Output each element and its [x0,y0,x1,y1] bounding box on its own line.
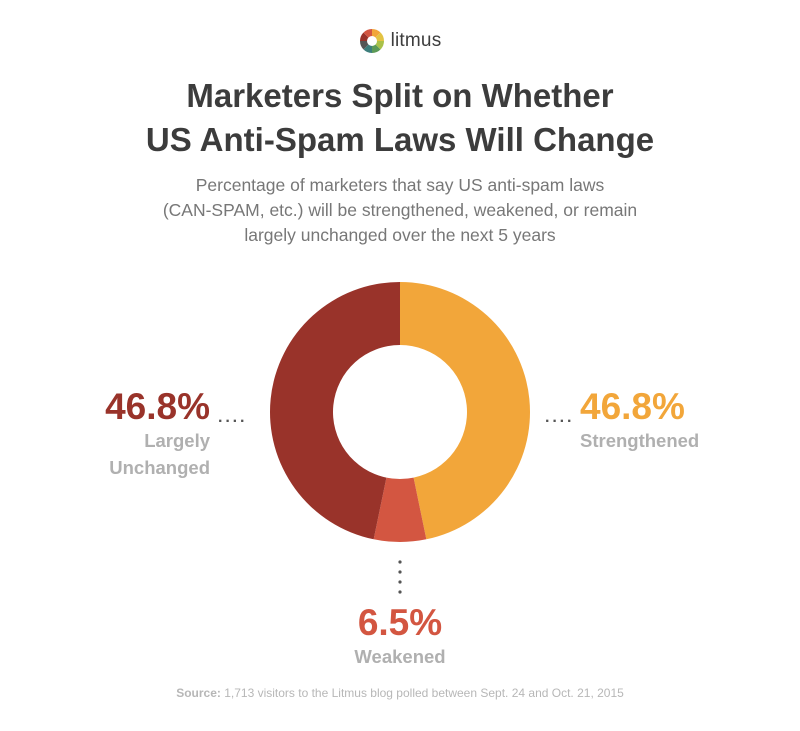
source-note: Source: 1,713 visitors to the Litmus blo… [0,686,800,700]
data-label-unchanged-name-2: Unchanged [109,457,210,478]
source-label: Source: [176,686,221,700]
litmus-wheel-icon [359,28,384,54]
leader-dots-bottom [398,560,402,594]
slice-weakened [373,477,427,542]
leader-dots-left: ···· [218,413,248,430]
data-label-unchanged-name-1: Largely [144,430,210,451]
slice-unchanged [270,282,400,540]
slice-strengthened [400,282,530,540]
data-label-weakened-pct: 6.5% [357,602,443,643]
title-line: Marketers Split on Whether [186,77,614,114]
title-line: US Anti-Spam Laws Will Change [145,121,655,158]
data-label-unchanged-pct: 46.8% [105,386,210,427]
brand-name: litmus [390,30,442,51]
label-unchanged: 46.8% Largely Unchanged [40,387,210,481]
leader-dots-right: ···· [545,413,575,430]
chart-subtitle: Percentage of marketers that say US anti… [0,173,800,248]
data-label-weakened-name: Weakened [354,646,446,667]
subtitle-line: largely unchanged over the next 5 years [244,225,556,245]
subtitle-line: (CAN-SPAM, etc.) will be strengthened, w… [162,200,638,220]
data-label-strengthened-name: Strengthened [580,430,700,451]
data-label-strengthened-pct: 46.8% [580,386,685,427]
source-text: 1,713 visitors to the Litmus blog polled… [220,686,624,700]
brand-logo: litmus [0,28,800,54]
label-weakened: 6.5% Weakened [300,603,500,670]
chart-title: Marketers Split on Whether US Anti-Spam … [0,74,800,162]
label-strengthened: 46.8% Strengthened [580,387,760,454]
subtitle-line: Percentage of marketers that say US anti… [195,175,605,195]
